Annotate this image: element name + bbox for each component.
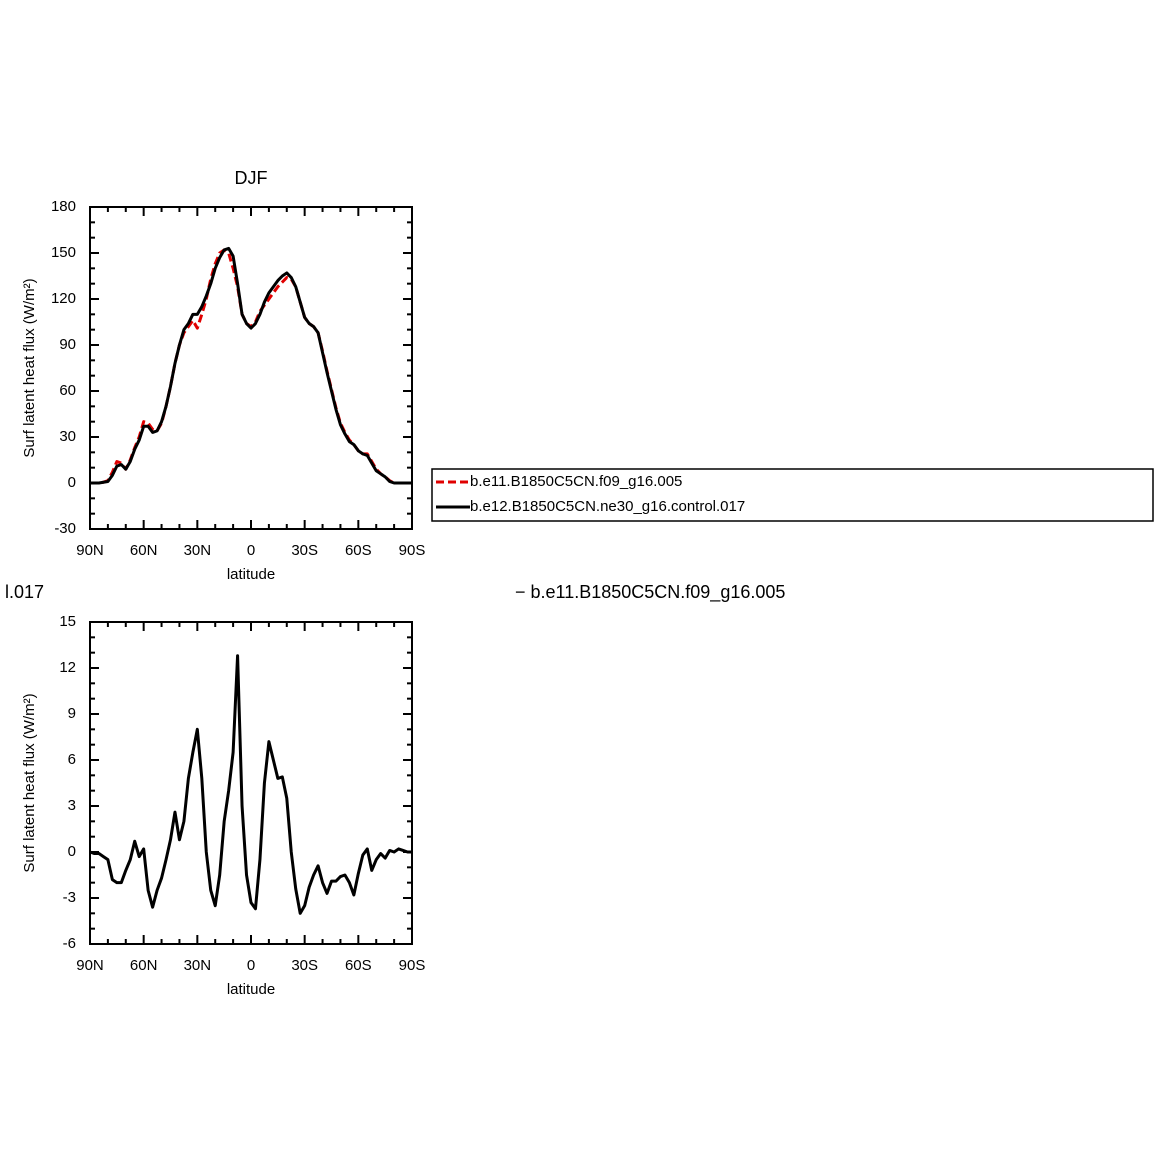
y-axis-label: Surf latent heat flux (W/m²): [21, 693, 38, 872]
x-tick-label: 30S: [291, 957, 318, 974]
y-tick-label: -3: [63, 889, 76, 906]
x-tick-label: 30N: [184, 957, 212, 974]
panel: 90N 60N 30N 0 30S 60S 90S -6 -3 0 3 6 9 12 15 latitude S…: [5, 582, 785, 998]
x-tick-label: 0: [247, 542, 255, 559]
y-axis-label: Surf latent heat flux (W/m²): [21, 278, 38, 457]
y-tick-label: 3: [68, 797, 76, 814]
y-tick-label: -30: [54, 520, 76, 537]
x-tick-label: 60N: [130, 957, 158, 974]
x-tick-label: 60N: [130, 542, 158, 559]
data-line: [89, 654, 412, 915]
chart-title: − b.e11.B1850C5CN.f09_g16.005: [515, 582, 785, 603]
x-tick-label: 90S: [399, 542, 426, 559]
y-tick-label: 0: [68, 843, 76, 860]
data-line: [90, 248, 412, 485]
plot-frame: [89, 206, 413, 530]
y-tick-label: 60: [59, 382, 76, 399]
y-tick-label: 9: [68, 705, 76, 722]
y-tick-label: 12: [59, 659, 76, 676]
x-tick-label: 90N: [76, 957, 104, 974]
legend-box: [431, 468, 1154, 522]
x-tick-label: 60S: [345, 542, 372, 559]
x-axis-label: latitude: [227, 981, 275, 998]
y-tick-label: -6: [63, 935, 76, 952]
chart-title: DJF: [235, 168, 268, 188]
y-tick-label: 150: [51, 244, 76, 261]
x-tick-label: 90N: [76, 542, 104, 559]
x-axis-label: latitude: [227, 566, 275, 583]
y-tick-label: 30: [59, 428, 76, 445]
panel: 90N 60N 30N 0 30S 60S 90S -30 0 30 60 90 120 150 180 la…: [21, 168, 1154, 583]
data-line: [90, 246, 412, 485]
x-tick-label: 30N: [184, 542, 212, 559]
x-tick-label: 90S: [399, 957, 426, 974]
y-tick-label: 90: [59, 336, 76, 353]
y-tick-label: 180: [51, 198, 76, 215]
chart-title: l.017: [5, 582, 44, 602]
legend-label: b.e12.B1850C5CN.ne30_g16.control.017: [470, 498, 745, 515]
x-tick-label: 30S: [291, 542, 318, 559]
y-tick-label: 120: [51, 290, 76, 307]
y-tick-label: 0: [68, 474, 76, 491]
y-tick-label: 15: [59, 613, 76, 630]
x-tick-label: 60S: [345, 957, 372, 974]
x-tick-label: 0: [247, 957, 255, 974]
legend-label: b.e11.B1850C5CN.f09_g16.005: [470, 473, 682, 490]
y-tick-label: 6: [68, 751, 76, 768]
